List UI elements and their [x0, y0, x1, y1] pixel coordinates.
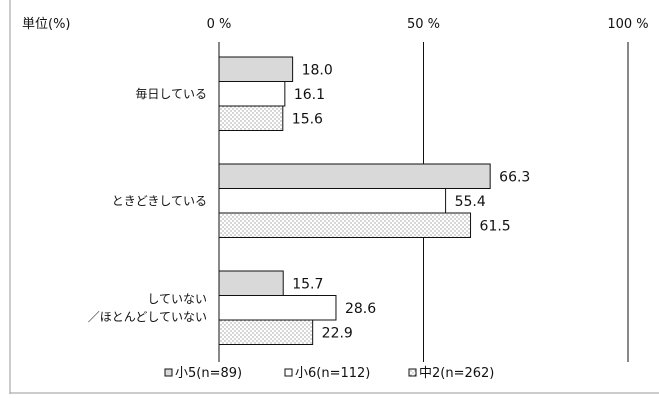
bar: [218, 56, 294, 82]
data-label: 16.1: [294, 87, 325, 103]
bar: [218, 295, 337, 321]
x-tick-label: 0 %: [207, 17, 232, 32]
bar: [218, 270, 284, 296]
data-labels: 18.0 66.3 15.7 16.1 55.4 28.6 15.6 61.5 22.9: [292, 62, 531, 341]
bar: [218, 319, 314, 345]
legend-label: 小6(n=112): [295, 366, 370, 381]
data-label: 28.6: [345, 301, 376, 317]
category-label: 毎日している: [135, 86, 207, 101]
x-tick-label: 50 %: [407, 17, 440, 32]
bar: [218, 81, 286, 107]
tick-labels: 0 % 50 % 100 %: [207, 17, 649, 32]
legend-label: 中2(n=262): [419, 366, 494, 381]
data-label: 18.0: [302, 62, 333, 78]
data-label: 15.6: [292, 111, 323, 127]
bar: [218, 163, 491, 189]
data-label: 55.4: [455, 194, 486, 210]
data-label: 15.7: [292, 276, 323, 292]
category-label: していない／ほとんどしていない: [88, 292, 207, 324]
legend-label: 小5(n=89): [175, 366, 242, 381]
data-label: 66.3: [499, 169, 530, 185]
legend: 小5(n=89) 小6(n=112) 中2(n=262): [164, 366, 494, 381]
legend-swatch: [164, 368, 173, 377]
bar: [218, 105, 284, 131]
category-label: ときどきしている: [112, 194, 207, 208]
bar: [218, 188, 447, 214]
legend-swatch: [408, 368, 417, 377]
bar: [218, 212, 472, 238]
data-label: 61.5: [480, 218, 511, 234]
unit-label: 単位(%): [22, 16, 71, 32]
x-tick-label: 100 %: [607, 17, 648, 32]
bars: [218, 56, 491, 345]
legend-swatch: [284, 368, 293, 377]
data-label: 22.9: [322, 325, 353, 341]
